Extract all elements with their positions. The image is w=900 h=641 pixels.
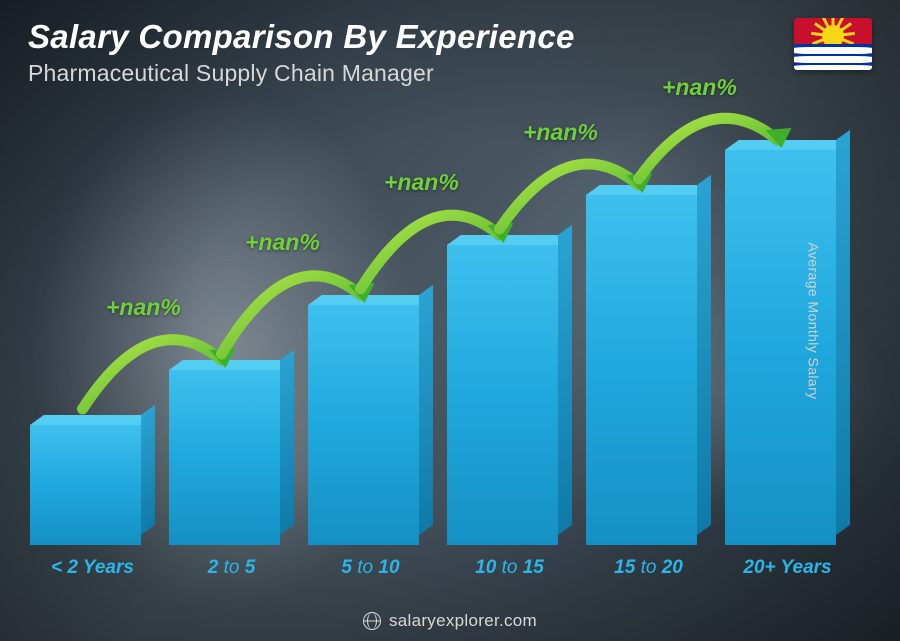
- delta-label: +nan%: [106, 294, 181, 321]
- bar-wrap: 0 AUD5 to 10: [308, 305, 433, 579]
- bar-category-label: 20+ Years: [743, 557, 831, 579]
- chart-subtitle: Pharmaceutical Supply Chain Manager: [28, 60, 872, 87]
- bar-category-label: < 2 Years: [51, 557, 134, 579]
- globe-icon: [363, 612, 381, 630]
- bar: [30, 425, 155, 545]
- chart-title: Salary Comparison By Experience: [28, 18, 872, 56]
- bar-wrap: 0 AUD10 to 15: [447, 245, 572, 579]
- bar-chart: 0 AUD< 2 Years0 AUD2 to 50 AUD5 to 100 A…: [30, 109, 850, 579]
- bar-wrap: 0 AUD< 2 Years: [30, 425, 155, 579]
- bar: [586, 195, 711, 545]
- bar: [725, 150, 850, 545]
- bar-wrap: 0 AUD15 to 20: [586, 195, 711, 579]
- footer-text: salaryexplorer.com: [389, 611, 537, 631]
- bar: [308, 305, 433, 545]
- header: Salary Comparison By Experience Pharmace…: [28, 18, 872, 87]
- bar: [447, 245, 572, 545]
- bar-wrap: 0 AUD2 to 5: [169, 370, 294, 579]
- footer: salaryexplorer.com: [0, 611, 900, 631]
- delta-label: +nan%: [523, 119, 598, 146]
- bar-category-label: 5 to 10: [341, 557, 399, 579]
- bar-wrap: 0 AUD20+ Years: [725, 150, 850, 579]
- delta-label: +nan%: [384, 169, 459, 196]
- country-flag-kiribati: [794, 18, 872, 70]
- y-axis-label: Average Monthly Salary: [805, 242, 821, 399]
- bar: [169, 370, 294, 545]
- bar-category-label: 15 to 20: [614, 557, 683, 579]
- bar-category-label: 2 to 5: [208, 557, 256, 579]
- bar-category-label: 10 to 15: [475, 557, 544, 579]
- delta-label: +nan%: [245, 229, 320, 256]
